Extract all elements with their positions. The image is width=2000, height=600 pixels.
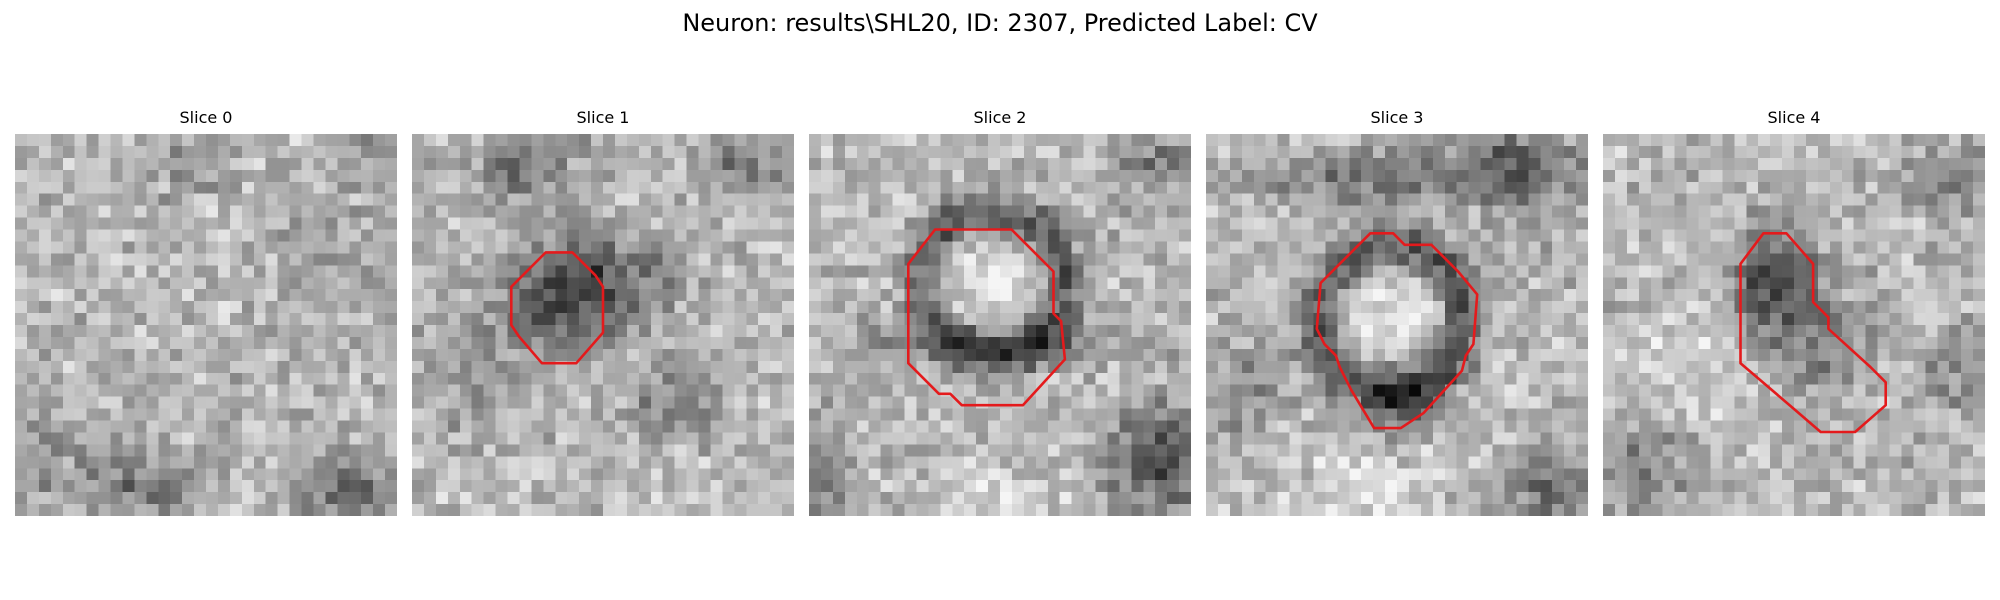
slice-title: Slice 3 xyxy=(1370,108,1424,127)
slice-panel-0: Slice 0 xyxy=(15,108,397,516)
segmentation-contour xyxy=(1315,232,1479,430)
segmentation-contour xyxy=(1739,232,1888,434)
slice-panel-1: Slice 1 xyxy=(412,108,794,516)
slice-title: Slice 1 xyxy=(576,108,630,127)
micrograph-pixels xyxy=(809,134,1191,516)
segmentation-contour xyxy=(907,228,1067,407)
slice-1-image xyxy=(412,134,794,516)
slice-4-image xyxy=(1603,134,1985,516)
slice-title: Slice 0 xyxy=(179,108,233,127)
micrograph-pixels xyxy=(1206,134,1588,516)
slice-3-image xyxy=(1206,134,1588,516)
slice-2-image xyxy=(809,134,1191,516)
micrograph-pixels xyxy=(1603,134,1985,516)
slice-panel-4: Slice 4 xyxy=(1603,108,1985,516)
slice-panel-2: Slice 2 xyxy=(809,108,1191,516)
segmentation-contour xyxy=(510,251,605,365)
micrograph-pixels xyxy=(15,134,397,516)
micrograph-pixels xyxy=(412,134,794,516)
slice-0-image xyxy=(15,134,397,516)
slice-title: Slice 4 xyxy=(1767,108,1821,127)
slice-title: Slice 2 xyxy=(973,108,1027,127)
figure-title: Neuron: results\SHL20, ID: 2307, Predict… xyxy=(682,9,1318,37)
slice-panel-3: Slice 3 xyxy=(1206,108,1588,516)
